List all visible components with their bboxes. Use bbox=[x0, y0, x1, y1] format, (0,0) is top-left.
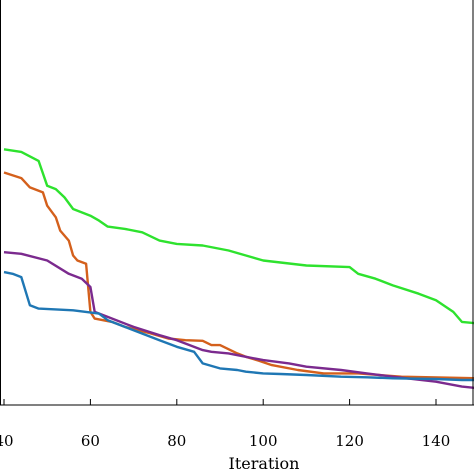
x-tick-label-100: 100 bbox=[249, 432, 278, 450]
x-tick-label-60: 60 bbox=[81, 432, 100, 450]
x-tick-label-40: 40 bbox=[0, 432, 14, 450]
x-tick-label-140: 140 bbox=[422, 432, 451, 450]
series-line-4 bbox=[3, 270, 474, 382]
series-line-1 bbox=[3, 148, 474, 325]
x-tick-label-120: 120 bbox=[335, 432, 364, 450]
x-axis-title: Iteration bbox=[229, 454, 300, 473]
ticks-layer: 40 60 80 100 120 140 bbox=[0, 399, 450, 450]
x-tick-label-80: 80 bbox=[167, 432, 186, 450]
series-layer bbox=[3, 148, 474, 389]
axes-layer bbox=[0, 0, 474, 406]
series-line-3 bbox=[3, 251, 474, 389]
series-line-2 bbox=[3, 171, 474, 380]
